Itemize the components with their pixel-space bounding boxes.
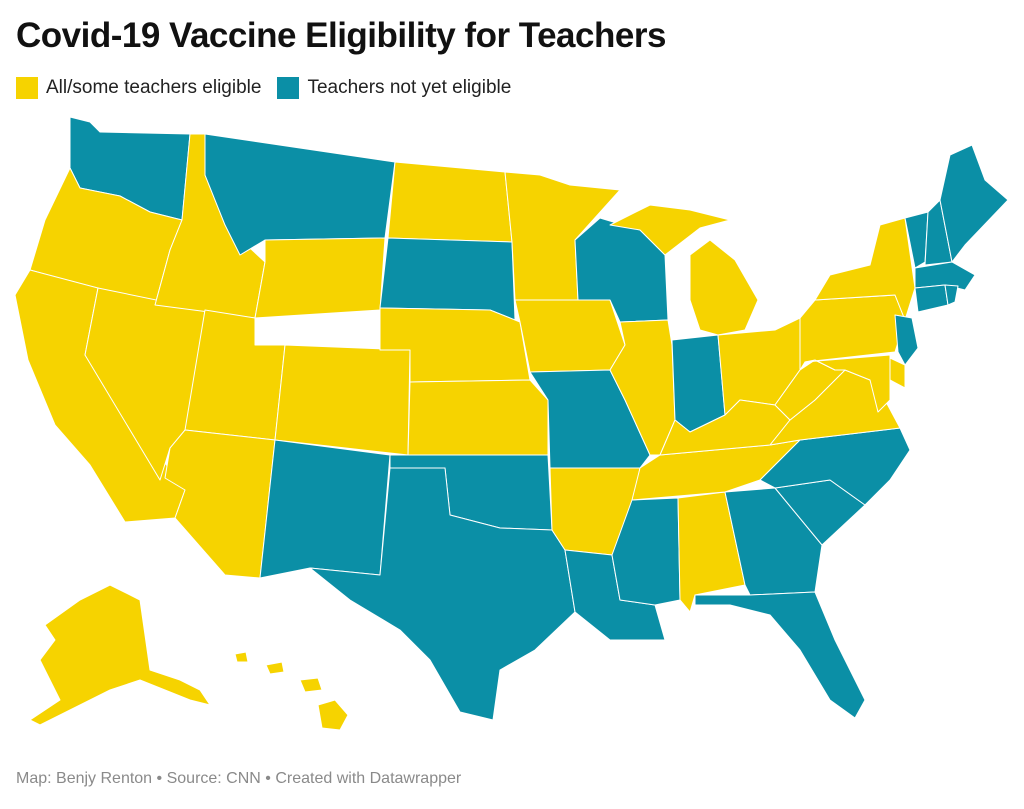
legend-swatch-not-eligible [277,77,300,99]
state-ia[interactable] [514,299,626,373]
state-fl[interactable] [694,591,866,719]
state-hi-maui[interactable] [299,677,323,693]
footer-separator-1: • [156,770,163,787]
state-ks[interactable] [407,379,549,456]
state-mi-upper[interactable] [609,204,731,256]
state-hi-main[interactable] [317,699,349,731]
footer-source: Source: CNN [166,770,261,787]
state-wy[interactable] [254,237,386,319]
state-nj[interactable] [894,314,919,366]
state-md[interactable] [804,354,891,413]
footer-credits: Map: Benjy Renton • Source: CNN • Create… [16,770,461,788]
state-mt[interactable] [204,133,396,256]
state-ri[interactable] [944,284,959,306]
footer-separator-2: • [265,770,271,787]
legend: All/some teachers eligible Teachers not … [16,77,527,99]
state-hi-kauai[interactable] [234,651,249,663]
state-co[interactable] [274,344,411,456]
state-az[interactable] [164,429,276,579]
legend-item-not-eligible: Teachers not yet eligible [277,77,511,99]
legend-label-eligible: All/some teachers eligible [46,77,262,98]
state-sd[interactable] [379,237,516,321]
legend-label-not-eligible: Teachers not yet eligible [307,77,512,98]
state-nd[interactable] [387,161,513,243]
map-title: Covid-19 Vaccine Eligibility for Teacher… [16,16,666,55]
state-tx[interactable] [309,467,576,721]
state-de[interactable] [889,357,906,389]
state-hi-oahu[interactable] [265,661,285,675]
footer-map-credit: Map: Benjy Renton [16,770,153,787]
state-nm[interactable] [259,439,391,579]
state-ak[interactable] [29,584,211,726]
legend-item-eligible: All/some teachers eligible [16,77,261,99]
state-in[interactable] [671,334,726,433]
state-il[interactable] [609,319,676,456]
footer-created-link[interactable]: Created with Datawrapper [275,770,462,787]
legend-swatch-eligible [16,77,38,99]
state-mi[interactable] [689,239,759,336]
state-ct[interactable] [914,284,949,313]
state-me[interactable] [939,144,1009,263]
